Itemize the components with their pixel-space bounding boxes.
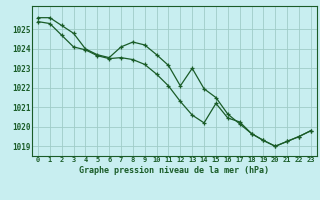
X-axis label: Graphe pression niveau de la mer (hPa): Graphe pression niveau de la mer (hPa) (79, 166, 269, 175)
